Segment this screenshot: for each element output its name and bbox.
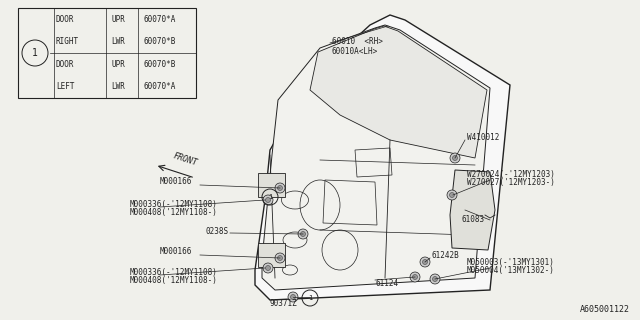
Circle shape xyxy=(275,253,285,263)
Text: M000408('12MY1108-): M000408('12MY1108-) xyxy=(130,276,218,284)
Circle shape xyxy=(291,294,296,300)
Circle shape xyxy=(266,266,271,270)
Polygon shape xyxy=(262,25,490,290)
Text: W270027('12MY1203-): W270027('12MY1203-) xyxy=(467,179,555,188)
Circle shape xyxy=(266,197,271,203)
Text: 90371Z: 90371Z xyxy=(270,299,298,308)
Text: 60070*B: 60070*B xyxy=(144,37,177,46)
Text: M050004('13MY1302-): M050004('13MY1302-) xyxy=(467,267,555,276)
Circle shape xyxy=(433,276,438,282)
Text: FRONT: FRONT xyxy=(172,152,198,168)
Text: 60010A<LH>: 60010A<LH> xyxy=(332,46,378,55)
Text: M050003(-'13MY1301): M050003(-'13MY1301) xyxy=(467,259,555,268)
Text: 1: 1 xyxy=(308,295,312,301)
Text: 1: 1 xyxy=(268,194,272,200)
Text: LEFT: LEFT xyxy=(56,82,74,91)
Circle shape xyxy=(275,183,285,193)
Text: 61124: 61124 xyxy=(375,279,398,289)
Text: UPR: UPR xyxy=(111,15,125,24)
Text: 60010  <RH>: 60010 <RH> xyxy=(332,37,383,46)
Circle shape xyxy=(413,275,417,279)
Text: M000336(-'12MY1108): M000336(-'12MY1108) xyxy=(130,268,218,276)
Text: RIGHT: RIGHT xyxy=(56,37,79,46)
Polygon shape xyxy=(450,170,495,250)
Circle shape xyxy=(301,231,305,236)
Circle shape xyxy=(420,257,430,267)
Text: 0238S: 0238S xyxy=(205,228,228,236)
Text: 60070*A: 60070*A xyxy=(144,82,177,91)
Text: A605001122: A605001122 xyxy=(580,305,630,314)
Text: 60070*A: 60070*A xyxy=(144,15,177,24)
Text: M000408('12MY1108-): M000408('12MY1108-) xyxy=(130,207,218,217)
Text: M000166: M000166 xyxy=(160,247,193,257)
Circle shape xyxy=(278,255,282,260)
Text: 61083: 61083 xyxy=(462,215,485,225)
Polygon shape xyxy=(255,15,510,300)
Circle shape xyxy=(298,229,308,239)
Text: DOOR: DOOR xyxy=(56,15,74,24)
Polygon shape xyxy=(310,26,487,158)
Text: 1: 1 xyxy=(32,48,38,58)
Text: W270024(-'12MY1203): W270024(-'12MY1203) xyxy=(467,171,555,180)
Bar xyxy=(18,8,196,98)
Text: M000166: M000166 xyxy=(160,177,193,186)
Text: LWR: LWR xyxy=(111,37,125,46)
Circle shape xyxy=(452,156,458,161)
Circle shape xyxy=(430,274,440,284)
Circle shape xyxy=(263,263,273,273)
Text: M000336(-'12MY1108): M000336(-'12MY1108) xyxy=(130,199,218,209)
Text: 61242B: 61242B xyxy=(432,251,460,260)
Circle shape xyxy=(449,193,454,197)
Text: DOOR: DOOR xyxy=(56,60,74,69)
Text: LWR: LWR xyxy=(111,82,125,91)
Circle shape xyxy=(410,272,420,282)
Circle shape xyxy=(450,153,460,163)
Circle shape xyxy=(447,190,457,200)
Circle shape xyxy=(288,292,298,302)
Text: UPR: UPR xyxy=(111,60,125,69)
Text: 60070*B: 60070*B xyxy=(144,60,177,69)
Circle shape xyxy=(422,260,428,265)
Text: W410012: W410012 xyxy=(467,132,499,141)
Circle shape xyxy=(278,186,282,190)
Polygon shape xyxy=(258,243,285,267)
Polygon shape xyxy=(258,173,285,197)
Circle shape xyxy=(263,195,273,205)
